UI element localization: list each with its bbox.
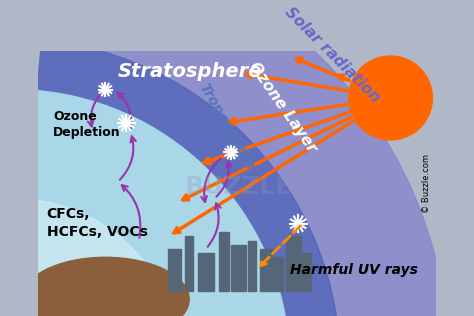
Text: Harmful UV rays: Harmful UV rays [290,263,418,277]
Bar [302,253,311,291]
Wedge shape [17,199,181,316]
Bar [168,249,181,291]
Ellipse shape [21,257,189,316]
Bar [185,236,193,291]
Wedge shape [27,91,290,316]
Text: Solar radiation: Solar radiation [282,4,383,105]
Text: BUZZLE.COM: BUZZLE.COM [185,175,367,199]
Text: Stratosphere: Stratosphere [118,62,263,81]
Text: © Buzzle.com: © Buzzle.com [422,154,431,213]
Bar [248,240,256,291]
Bar [231,245,246,291]
Bar [198,253,214,291]
Text: Ozone Layer: Ozone Layer [246,60,319,155]
Wedge shape [37,40,340,316]
Bar [261,249,273,291]
Wedge shape [42,0,449,316]
Circle shape [348,56,432,140]
Bar [219,232,228,291]
Bar [273,257,283,291]
Text: CFCs,
HCFCs, VOCs: CFCs, HCFCs, VOCs [46,207,147,239]
Bar [286,236,301,291]
Text: Ozone
Depletion: Ozone Depletion [53,110,121,139]
Text: Troposphere: Troposphere [196,81,257,172]
